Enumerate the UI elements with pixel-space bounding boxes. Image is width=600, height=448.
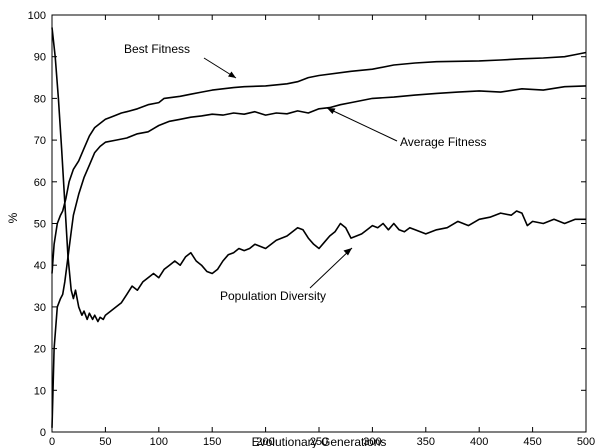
arrowhead-average-fitness [327,108,336,114]
x-tick-label: 500 [577,436,595,448]
annotation-best-fitness: Best Fitness [124,42,190,56]
x-tick-label: 400 [470,436,488,448]
series-line-average-fitness [51,85,587,428]
x-tick-label: 250 [310,436,328,448]
plot-axes [51,14,587,433]
y-tick-label: 70 [34,135,46,147]
y-tick-label: 100 [28,10,46,22]
y-tick-label: 30 [34,302,46,314]
x-tick-label: 50 [99,436,111,448]
series-lines [51,27,587,428]
x-tick-label: 350 [417,436,435,448]
annotation-population-diversity: Population Diversity [220,289,326,303]
y-tick-label: 20 [34,344,46,356]
y-tick-label: 0 [40,427,46,439]
y-tick-label: 90 [34,52,46,64]
y-tick-label: 40 [34,260,46,272]
y-axis-label: % [6,212,20,223]
plot-frame [51,14,587,433]
x-axis-ticks: 0 50 100 150 200 250 300 350 400 450 500 [49,15,595,448]
x-tick-label: 150 [203,436,221,448]
x-axis-label: Evolutionary Generations [252,435,387,448]
y-tick-label: 50 [34,219,46,231]
annotation-arrow-average-fitness [326,107,398,142]
x-tick-label: 200 [256,436,274,448]
x-tick-label: 300 [363,436,381,448]
arrowhead-population-diversity [343,248,352,256]
x-tick-label: 100 [150,436,168,448]
series-line-population-diversity [51,27,586,323]
arrowhead-best-fitness [228,71,236,78]
y-tick-label: 80 [34,93,46,105]
annotations: Best Fitness Average Fitness Population … [124,42,487,303]
y-tick-label: 10 [34,385,46,397]
y-tick-label: 60 [34,177,46,189]
x-tick-label: 450 [523,436,541,448]
series-line-best-fitness [51,51,587,274]
annotation-arrow-population-diversity [309,247,353,289]
y-axis-ticks: 0 10 20 30 40 50 60 70 80 90 100 [28,10,586,439]
annotation-average-fitness: Average Fitness [400,135,487,149]
x-tick-label: 0 [49,436,55,448]
